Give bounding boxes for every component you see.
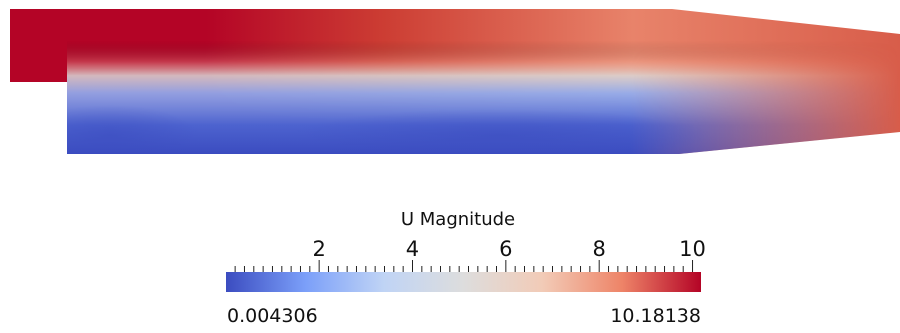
step-corner-region <box>20 105 200 154</box>
legend-tick-label: 2 <box>312 237 325 261</box>
legend-ticks <box>234 260 694 272</box>
legend-tick-labels: 2 4 6 8 10 <box>312 237 705 261</box>
legend-title: U Magnitude <box>401 209 515 230</box>
legend-min-label: 0.004306 <box>227 305 318 327</box>
legend-max-label: 10.18138 <box>610 305 701 327</box>
flow-domain <box>10 9 900 154</box>
color-legend: U Magnitude 2 4 6 8 10 0.004306 10.18138 <box>226 209 706 327</box>
legend-tick-label: 6 <box>499 237 512 261</box>
legend-tick-label: 4 <box>406 237 419 261</box>
colorbar <box>226 272 701 292</box>
low-velocity-region <box>290 109 710 154</box>
legend-tick-label: 10 <box>679 237 706 261</box>
legend-tick-label: 8 <box>593 237 606 261</box>
flow-domain-shading <box>20 9 900 154</box>
